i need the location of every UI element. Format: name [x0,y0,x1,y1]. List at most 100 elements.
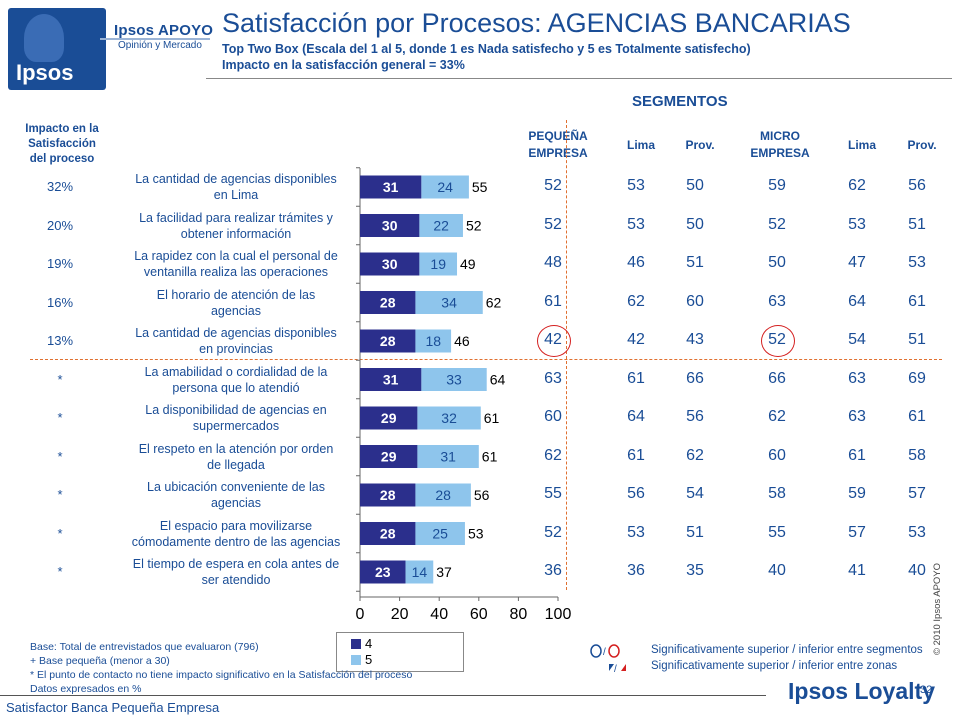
segment-value: 53 [848,215,866,233]
bar-label-5: 31 [440,449,456,465]
bar-segment-5 [415,291,483,314]
row-label-line: La amabilidad o cordialidad de la [144,364,328,379]
bar-segment-4 [360,483,416,507]
row-label-line: cómodamente dentro de las agencias [131,534,341,549]
segment-value: 53 [627,215,645,233]
bar-segment-5 [415,329,452,353]
segment-value: 61 [848,446,866,464]
row-label: El espacio para movilizarse cómodamente d… [118,518,354,550]
bar-segment-5 [405,560,434,584]
square-inferior-icon [621,664,626,671]
row-label: El horario de atención de las agencias [118,287,354,319]
significance-circle-inferior [537,325,571,357]
bar-label-4: 28 [380,295,396,311]
impact-header-line: Satisfacción [28,138,96,150]
row-label: La cantidad de agencias disponibles en Li… [118,171,354,203]
footer-study-name: Satisfactor Banca Pequeña Empresa [6,700,220,715]
segment-value: 42 [627,331,645,348]
row-label-line: agencias [210,496,262,510]
row-label-line: El espacio para movilizarse [159,518,313,533]
x-tick-label: 60 [470,606,488,623]
segment-value: 52 [768,215,786,233]
segment-value: 63 [544,369,562,387]
row-label-line: agencias [210,303,262,318]
bar-segment-4 [360,368,422,391]
significance-circle-inferior [761,325,795,357]
square-superior-icon [609,664,614,671]
chart-legend: 4 5 [336,632,464,672]
bar-label-4: 28 [380,526,396,542]
row-label-line: ser atendido [201,573,271,587]
bar-label-5: 19 [430,256,446,272]
significance-symbols: / / [590,644,626,675]
column-header-lima-1: Lima [626,138,655,152]
horizontal-separator [30,359,942,360]
column-header-lima-2: Lima [847,138,876,152]
bar-segment-5 [421,368,487,391]
impact-value: * [57,371,63,387]
impact-value: 19% [46,256,74,271]
bar-total-label: 61 [484,410,500,426]
copyright: © 2010 Ipsos APOYO [932,562,943,655]
legend-label-5: 5 [365,652,373,667]
segment-value: 54 [686,485,704,502]
column-header-line: MICRO [760,129,800,143]
segment-value: 41 [848,562,866,579]
segment-value: 63 [768,292,786,310]
segment-value: 53 [627,523,645,541]
segment-value: 62 [848,177,866,194]
bar-total-label: 64 [490,372,506,388]
row-label: La facilidad para realizar trámites y obt… [118,210,354,242]
impact-header-line: Impacto en la [25,123,99,135]
bar-segment-4 [360,214,420,237]
impact-value: * [57,525,63,541]
segment-value: 51 [908,331,926,348]
ipsos-logo-text: Ipsos [16,60,74,85]
circle-inferior-icon [608,644,620,658]
segment-value: 60 [686,292,704,310]
footnote-no-impact: * El punto de contacto no tiene impacto … [30,669,413,681]
row-label-line: La cantidad de agencias disponibles [135,326,337,340]
segment-value: 58 [768,485,786,502]
bar-segment-4 [360,522,416,545]
segment-value: 57 [908,485,926,502]
segment-value: 47 [848,254,866,271]
impact-subtitle: Impacto en la satisfacción general = 33% [222,58,465,72]
segment-value: 61 [627,369,645,387]
row-label: La cantidad de agencias disponibles en pr… [118,325,354,357]
bar-segment-4 [360,291,416,314]
impact-value: * [57,564,63,579]
segment-value: 59 [768,177,786,194]
segment-value: 61 [544,292,562,310]
impact-value: 16% [46,294,74,310]
column-header-line: PEQUEÑA [528,129,588,143]
segment-value: 62 [627,292,645,310]
bar-total-label: 46 [454,333,470,349]
segment-value: 50 [768,254,786,271]
x-tick-label: 20 [391,606,409,623]
bar-segment-4 [360,560,406,584]
apoyo-logo-subtitle: Opinión y Mercado [118,40,202,51]
bar-label-5: 33 [446,372,462,388]
row-label: La rapidez con la cual el personal de ven… [118,248,354,280]
column-header-micro: MICRO EMPRESA [730,128,830,162]
bar-total-label: 61 [482,449,498,465]
segment-value: 51 [686,254,704,271]
bar-label-5: 25 [432,526,448,542]
segment-value: 61 [627,446,645,464]
bar-total-label: 55 [472,179,488,195]
row-label-line: obtener información [180,226,292,241]
bar-label-4: 29 [381,410,397,426]
column-header-prov-1: Prov. [685,138,715,152]
segment-value: 52 [544,177,562,194]
impact-value: 20% [46,217,74,233]
segment-value: 36 [627,562,645,579]
ipsos-logo-head-icon [24,14,64,62]
segment-value: 40 [908,562,926,579]
segment-value: 51 [908,215,926,233]
row-label-line: La disponibilidad de agencias en [145,403,327,417]
segment-value: 48 [544,254,562,271]
bar-segment-4 [360,175,422,199]
segment-value: 56 [627,485,645,502]
segment-value: 62 [768,408,786,425]
